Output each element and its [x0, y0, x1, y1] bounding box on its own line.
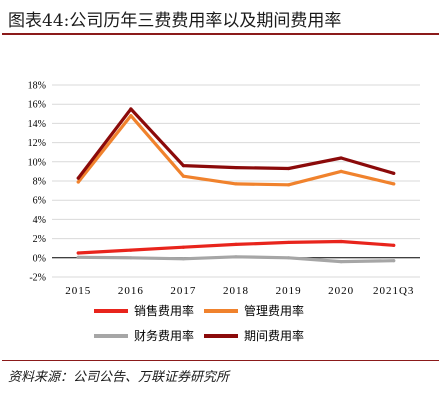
y-tick-label: 6% [33, 196, 46, 207]
x-tick-label: 2016 [118, 285, 144, 297]
chart-title: 图表44:公司历年三费费用率以及期间费用率 [8, 11, 342, 31]
y-tick-label: 18% [28, 81, 46, 92]
x-tick-label: 2015 [65, 285, 91, 297]
data-point [129, 256, 133, 260]
data-point [234, 255, 238, 259]
data-point [392, 243, 396, 247]
data-point [286, 240, 291, 245]
data-point [339, 239, 343, 244]
y-tick-label: -2% [29, 273, 46, 284]
legend-label: 财务费用率 [134, 328, 194, 343]
data-point [129, 114, 133, 118]
data-point [234, 182, 238, 186]
data-point [392, 171, 396, 175]
data-point [392, 182, 396, 186]
y-tick-label: 4% [33, 215, 46, 226]
data-point [181, 257, 186, 261]
data-point [76, 176, 80, 180]
data-point [286, 183, 291, 187]
x-tick-label: 2017 [170, 285, 196, 297]
legend-label: 销售费用率 [134, 303, 194, 318]
title-rule [2, 33, 439, 35]
data-point [286, 256, 291, 260]
data-point [181, 174, 186, 178]
y-tick-label: 10% [28, 157, 46, 168]
data-point [392, 259, 396, 263]
data-point [76, 255, 80, 259]
y-tick-label: 2% [33, 234, 46, 245]
x-tick-label: 2018 [223, 285, 249, 297]
x-tick-label: 2020 [328, 285, 354, 297]
y-tick-label: 16% [28, 100, 46, 111]
data-point [76, 180, 80, 184]
y-tick-label: 8% [33, 177, 46, 188]
data-point [181, 245, 186, 249]
data-point [129, 248, 133, 252]
data-point [339, 169, 343, 173]
data-point [234, 242, 238, 246]
data-point [286, 166, 291, 171]
data-point [234, 165, 238, 170]
legend-label: 期间费用率 [244, 328, 304, 343]
chart-area: 18% 16% 14% 12% 10% 8% 6% 4% 2% 0% -2% 2015 2016 2017… [28, 81, 420, 343]
y-tick-label: 0% [33, 253, 46, 264]
source-note: 资料来源：公司公告、万联证券研究所 [8, 370, 230, 385]
data-point [129, 107, 133, 111]
data-point [76, 251, 80, 255]
x-tick-label: 2021Q3 [373, 285, 414, 297]
title-bar: 图表44:公司历年三费费用率以及期间费用率 [0, 0, 441, 35]
y-tick-label: 14% [28, 119, 46, 130]
data-point [339, 260, 343, 264]
data-point [339, 156, 343, 160]
data-point [181, 164, 186, 168]
series-line-1 [76, 114, 396, 187]
legend-label: 管理费用率 [244, 303, 304, 318]
y-tick-label: 12% [28, 138, 46, 149]
x-tick-label: 2019 [276, 285, 302, 297]
bottom-rule [2, 360, 439, 361]
